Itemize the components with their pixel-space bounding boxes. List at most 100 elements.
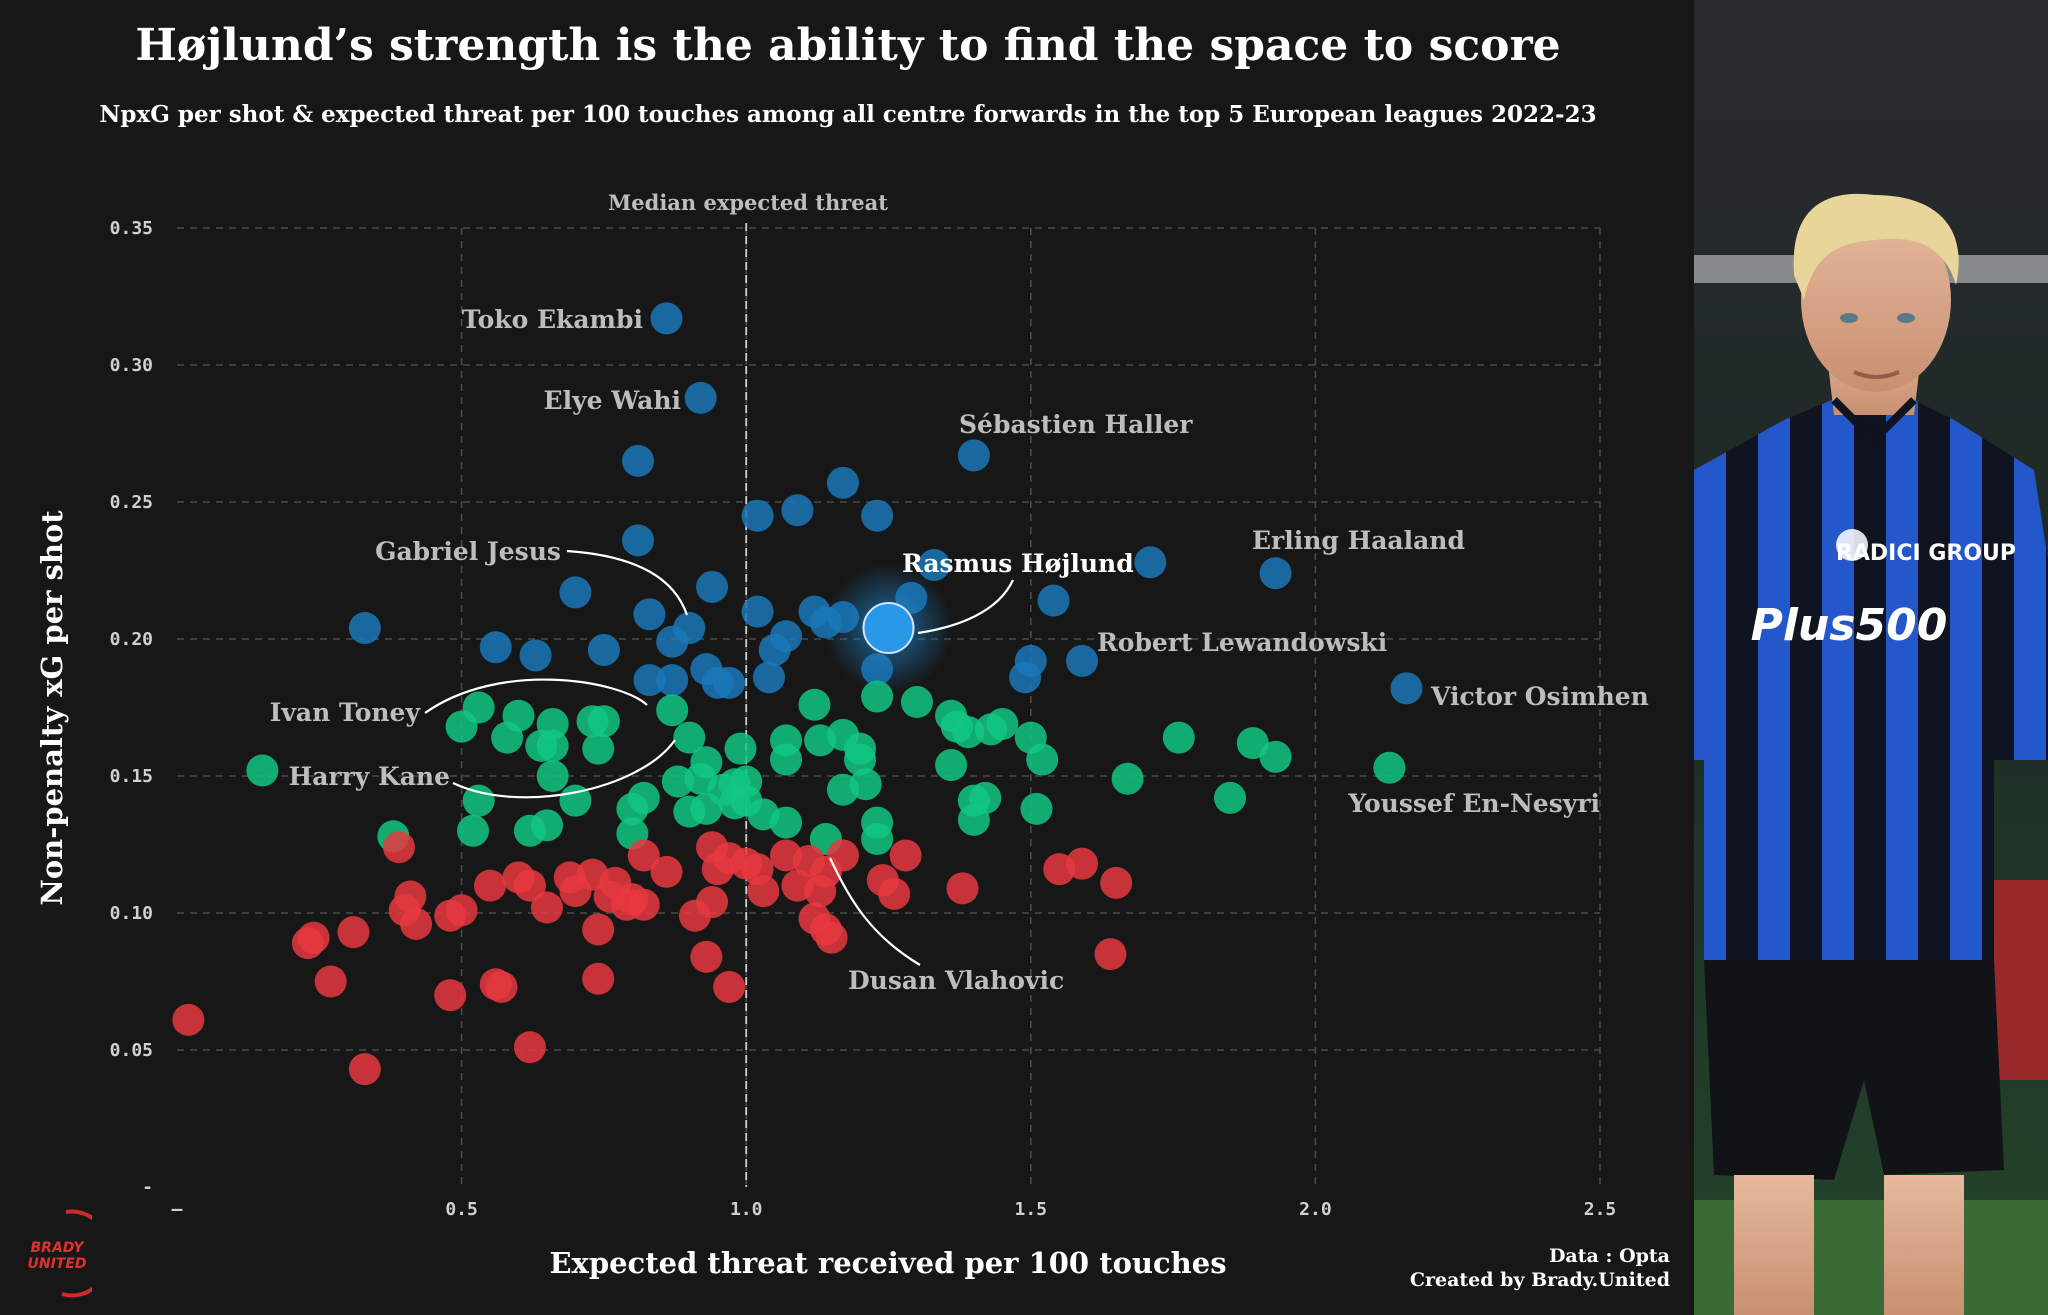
- y-tick-label: 0.20: [110, 629, 153, 650]
- data-point: [1134, 546, 1167, 579]
- x-tick-label: 0.5: [445, 1199, 478, 1220]
- data-point: [291, 927, 324, 960]
- data-point: [474, 869, 507, 902]
- data-point: [530, 809, 563, 842]
- data-point: [781, 494, 814, 527]
- data-point: [656, 664, 689, 697]
- data-point: [513, 1031, 546, 1064]
- data-point: [798, 688, 831, 721]
- y-tick-label: 0.30: [110, 355, 153, 376]
- y-tick-label: -: [142, 1177, 153, 1198]
- data-source: Data : Opta: [1548, 1245, 1670, 1267]
- x-tick-label: 1.0: [730, 1199, 763, 1220]
- data-point: [946, 872, 979, 905]
- data-point: [741, 595, 774, 628]
- x-tick-label: 2.0: [1299, 1199, 1332, 1220]
- data-point: [479, 631, 512, 664]
- data-point: [445, 710, 478, 743]
- data-point: [1100, 866, 1133, 899]
- data-point: [900, 686, 933, 719]
- data-point: [536, 760, 569, 792]
- data-point: [770, 806, 803, 839]
- data-point: [348, 612, 381, 645]
- data-point: [752, 661, 785, 694]
- point-label: Sébastien Haller: [959, 410, 1193, 439]
- data-point: [513, 869, 546, 902]
- data-point: [434, 979, 467, 1012]
- point-label: Robert Lewandowski: [1097, 628, 1387, 657]
- data-point: [1111, 762, 1144, 795]
- data-point: [918, 549, 951, 582]
- data-point: [633, 598, 666, 631]
- data-point: [713, 970, 746, 1003]
- data-point: [1066, 644, 1099, 677]
- point-label: Toko Ekambi: [462, 305, 643, 334]
- y-tick-label: 0.05: [110, 1040, 153, 1061]
- y-axis-label: Non-penalty xG per shot: [35, 510, 69, 906]
- point-label: Harry Kane: [289, 762, 450, 791]
- data-point: [559, 875, 592, 908]
- data-point: [650, 855, 683, 888]
- point-label: Youssef En-Nesyri: [1347, 789, 1600, 818]
- data-points: [172, 302, 1423, 1086]
- data-point: [1373, 751, 1406, 784]
- data-point: [172, 1003, 205, 1036]
- data-point: [673, 795, 706, 828]
- x-tick-label: 2.5: [1584, 1199, 1617, 1220]
- data-point: [559, 784, 592, 817]
- point-label: Erling Haaland: [1252, 526, 1465, 555]
- point-label: Gabriel Jesus: [375, 537, 561, 566]
- brady-united-logo: BRADY UNITED: [26, 1208, 112, 1298]
- point-label: Dusan Vlahovic: [848, 966, 1064, 995]
- data-point: [536, 729, 569, 762]
- median-label: Median expected threat: [608, 190, 888, 215]
- data-point: [616, 792, 649, 825]
- y-tick-label: 0.25: [110, 492, 153, 513]
- data-point: [826, 466, 859, 499]
- data-point: [678, 899, 711, 932]
- data-point: [673, 721, 706, 754]
- data-point: [770, 743, 803, 776]
- data-point: [1020, 792, 1053, 825]
- chart-subtitle: NpxG per shot & expected threat per 100 …: [99, 101, 1596, 128]
- label-connector: [829, 857, 921, 966]
- data-point: [861, 499, 894, 532]
- data-point: [1390, 672, 1423, 705]
- data-point: [485, 970, 518, 1003]
- data-point: [633, 664, 666, 697]
- point-label: Ivan Toney: [270, 698, 422, 727]
- data-point: [701, 853, 734, 886]
- data-point: [690, 746, 723, 779]
- data-point: [935, 749, 968, 782]
- data-point: [587, 705, 620, 738]
- data-point: [724, 732, 757, 765]
- data-point: [314, 965, 347, 998]
- data-point: [1066, 847, 1099, 880]
- data-point: [559, 576, 592, 609]
- x-tick-label: 1.5: [1015, 1199, 1048, 1220]
- data-point: [741, 499, 774, 532]
- y-tick-label: 0.15: [110, 766, 153, 787]
- median-line-group: Median expected threat: [608, 190, 888, 1187]
- data-point: [616, 883, 649, 916]
- y-tick-label: 0.35: [110, 218, 153, 239]
- data-point: [445, 894, 478, 927]
- data-point: [1037, 584, 1070, 617]
- data-point: [650, 302, 683, 335]
- data-point: [348, 1053, 381, 1086]
- data-point: [587, 633, 620, 666]
- data-point: [957, 803, 990, 836]
- data-point: [1094, 938, 1127, 971]
- data-point: [696, 570, 729, 603]
- scatter-chart: Højlund’s strength is the ability to fin…: [35, 20, 1649, 1280]
- data-point: [1026, 743, 1059, 776]
- data-point: [656, 694, 689, 727]
- highlight-label: Rasmus Højlund: [902, 549, 1134, 578]
- label-connector: [452, 739, 676, 799]
- data-point: [804, 724, 837, 757]
- label-connector: [424, 678, 648, 714]
- x-axis-label: Expected threat received per 100 touches: [549, 1246, 1226, 1280]
- data-point: [986, 707, 1019, 740]
- data-point: [1259, 557, 1292, 590]
- data-point: [491, 721, 524, 754]
